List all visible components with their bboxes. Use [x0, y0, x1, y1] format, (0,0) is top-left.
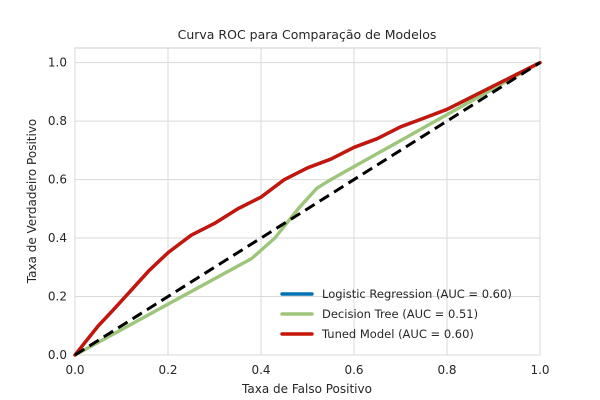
legend: Logistic Regression (AUC = 0.60) Decision… [280, 287, 512, 341]
x-tick-label: 0.4 [251, 363, 270, 377]
grid-lines [74, 48, 541, 356]
x-tick-label: 0.0 [65, 363, 84, 377]
legend-label: Tuned Model (AUC = 0.60) [321, 327, 474, 341]
y-axis-label: Taxa de Verdadeiro Positivo [25, 119, 39, 285]
reference-line-group [74, 61, 541, 357]
y-tick-labels: 0.0 0.2 0.4 0.6 0.8 1.0 [48, 56, 67, 362]
series-line-decision-tree [73, 60, 542, 357]
y-tick-label: 0.2 [48, 290, 67, 304]
y-tick-label: 0.6 [48, 173, 67, 187]
y-tick-label: 0.8 [48, 114, 67, 128]
reference-diagonal-line [74, 61, 541, 357]
legend-label: Logistic Regression (AUC = 0.60) [322, 287, 512, 301]
x-tick-label: 0.8 [437, 363, 456, 377]
series-line-tuned-model [73, 60, 542, 357]
x-tick-labels: 0.0 0.2 0.4 0.6 0.8 1.0 [65, 363, 549, 377]
x-tick-label: 1.0 [530, 363, 549, 377]
series-lines [73, 60, 542, 357]
x-tick-label: 0.2 [158, 363, 177, 377]
x-tick-label: 0.6 [344, 363, 363, 377]
y-tick-label: 0.0 [48, 348, 67, 362]
y-tick-label: 1.0 [48, 56, 67, 70]
plot-area [74, 47, 541, 356]
chart-title: Curva ROC para Comparação de Modelos [178, 27, 437, 42]
x-axis-label: Taxa de Falso Positivo [241, 382, 372, 396]
y-tick-label: 0.4 [48, 231, 67, 245]
legend-label: Decision Tree (AUC = 0.51) [322, 307, 478, 321]
